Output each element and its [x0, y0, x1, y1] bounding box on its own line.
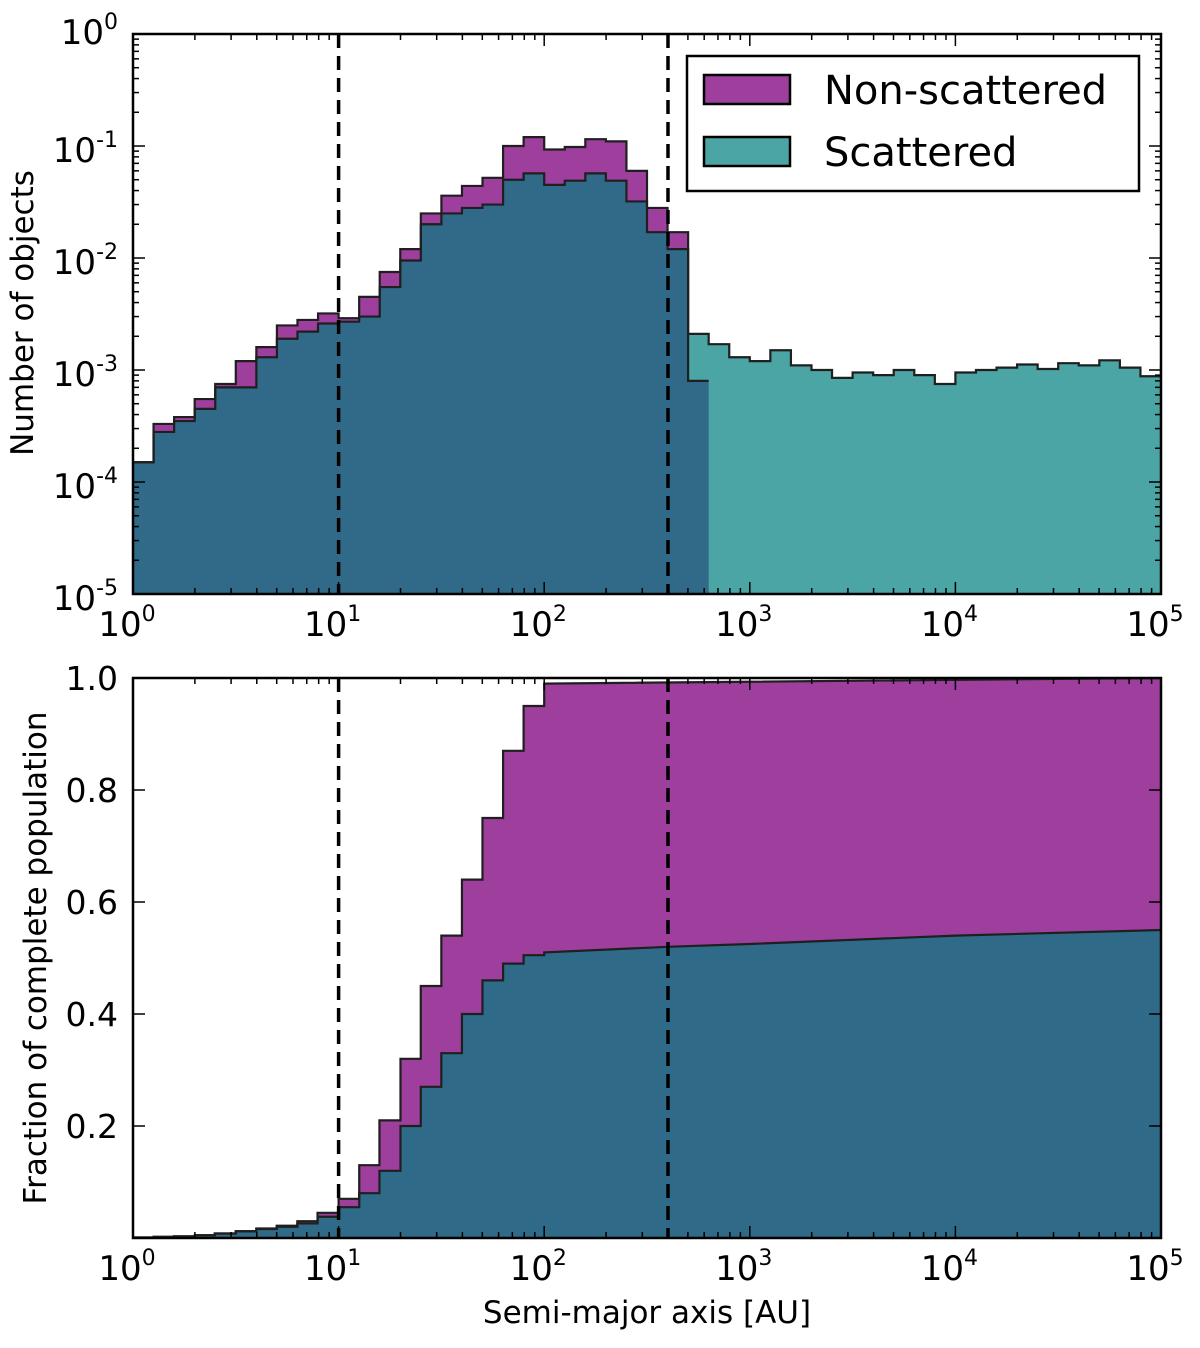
bottom-x-tick-label: 105	[1126, 1246, 1183, 1289]
top-y-tick-label: 10-1	[53, 128, 118, 171]
top-y-tick-labels: 10-5 10-4 10-3 10-2 10-1 100	[53, 10, 118, 619]
bottom-x-tick-label: 102	[510, 1246, 567, 1289]
top-y-tick-label: 10-3	[53, 352, 118, 395]
bottom-x-tick-label: 101	[304, 1246, 361, 1289]
top-x-tick-label: 103	[715, 602, 772, 645]
top-x-tick-label: 101	[304, 602, 361, 645]
bottom-x-tick-label: 103	[715, 1246, 772, 1289]
bottom-cumulative	[133, 678, 1161, 1238]
top-x-tick-label: 105	[1126, 602, 1183, 645]
legend-label-non-scattered: Non-scattered	[824, 68, 1107, 114]
top-y-tick-label: 10-5	[53, 576, 118, 619]
bottom-x-tick-label: 100	[98, 1246, 155, 1289]
scattered-cumulative	[133, 930, 1161, 1238]
legend-swatch-scattered	[702, 135, 792, 168]
bottom-x-tick-label: 104	[921, 1246, 978, 1289]
top-y-tick-label: 100	[61, 10, 118, 53]
legend-swatch-non-scattered	[702, 73, 792, 106]
top-y-axis-label: Number of objects	[5, 170, 41, 456]
top-axes-frame	[131, 32, 1163, 596]
scattered-cumulative-outline	[133, 928, 1161, 1238]
bottom-y-tick-labels: 0.2 0.4 0.6 0.8 1.0	[66, 659, 118, 1146]
top-x-tick-label: 104	[921, 602, 978, 645]
bottom-y-axis-label: Fraction of complete population	[18, 712, 54, 1205]
bottom-y-tick-label: 0.4	[66, 995, 118, 1034]
bottom-y-tick-label: 0.6	[66, 883, 118, 922]
bottom-y-tick-label: 1.0	[66, 659, 118, 698]
top-histograms	[133, 136, 1161, 594]
top-x-tick-label: 100	[98, 602, 155, 645]
legend-label-scattered: Scattered	[824, 130, 1017, 176]
top-plot-area	[131, 32, 1163, 596]
x-axis-label: Semi-major axis [AU]	[483, 1295, 811, 1331]
top-x-tick-labels: 100 101 102 103 104 105	[98, 602, 1183, 645]
bottom-plot-area	[131, 676, 1163, 1240]
scattered-outline	[133, 172, 1161, 464]
top-y-tick-label: 10-2	[53, 240, 118, 283]
top-y-tick-label: 10-4	[53, 464, 118, 507]
bottom-x-tick-labels: 100 101 102 103 104 105	[98, 1246, 1183, 1289]
legend: Non-scattered Scattered	[685, 54, 1141, 193]
overlap-histogram	[133, 173, 709, 594]
top-panel: 100 101 102 103 104 105 10-510-410-310-210-11…	[5, 10, 1184, 645]
bottom-y-tick-label: 0.2	[66, 1107, 118, 1146]
top-x-tick-label: 102	[510, 602, 567, 645]
bottom-panel: 100 101 102 103 104 105 0.2 0.4 0.6 0.8 1.0 Fract…	[18, 659, 1184, 1331]
bottom-axes-frame	[131, 676, 1163, 1240]
bottom-y-tick-label: 0.8	[66, 771, 118, 810]
